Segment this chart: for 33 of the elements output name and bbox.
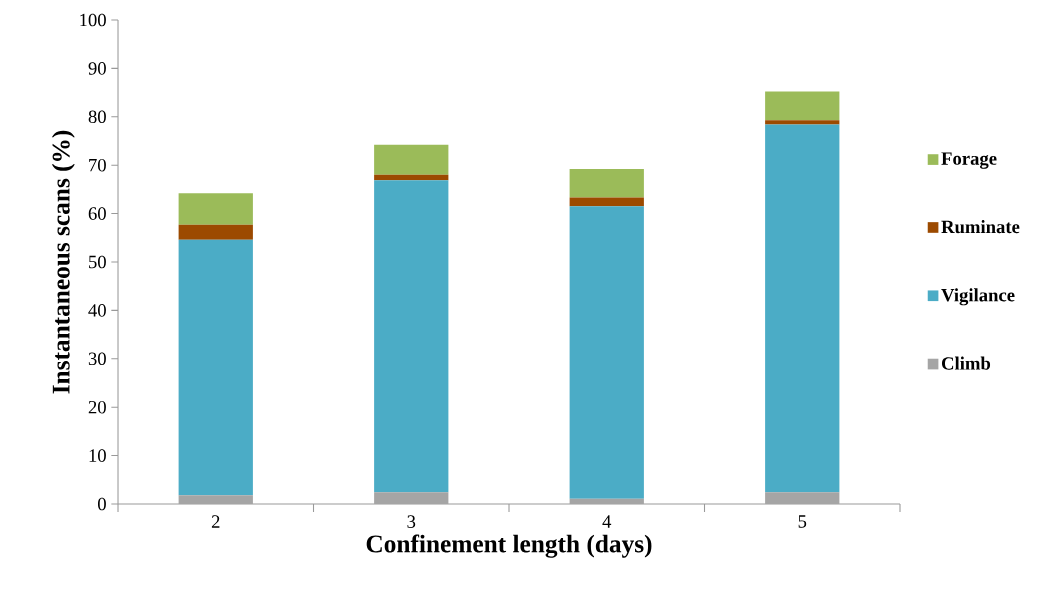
y-tick-label: 20 [88, 400, 106, 414]
bar [178, 224, 253, 240]
bar [374, 144, 449, 175]
legend-label: Vigilance [941, 288, 1015, 306]
y-axis-title: Instantaneous scans (%) [51, 130, 75, 394]
bar [765, 120, 840, 125]
y-tick-label: 0 [98, 497, 106, 511]
x-tick-label: 5 [798, 515, 807, 528]
legend-label: Forage [941, 152, 997, 169]
bar [569, 206, 644, 499]
x-tick-label: 2 [211, 515, 220, 528]
legend-label: Climb [941, 356, 991, 370]
y-tick-label: 90 [88, 62, 106, 75]
bar [765, 124, 840, 493]
y-tick-label: 40 [88, 304, 106, 317]
bar [374, 174, 449, 181]
legend-label: Ruminate [941, 220, 1020, 234]
y-tick-label: 70 [89, 158, 106, 172]
bar [765, 91, 840, 121]
x-axis-title: Confinement length (days) [366, 534, 652, 558]
y-tick-label: 100 [80, 13, 106, 27]
y-tick-label: 30 [88, 352, 106, 366]
bar [178, 239, 253, 496]
bar [178, 193, 253, 225]
y-tick-label: 10 [89, 449, 106, 462]
bar [569, 197, 644, 207]
y-tick-label: 80 [88, 110, 106, 124]
bar [374, 180, 449, 493]
y-tick-label: 60 [88, 207, 106, 220]
y-tick-label: 50 [89, 255, 106, 269]
bar [569, 169, 644, 198]
x-tick-label: 4 [602, 515, 612, 528]
x-tick-label: 3 [407, 515, 416, 528]
